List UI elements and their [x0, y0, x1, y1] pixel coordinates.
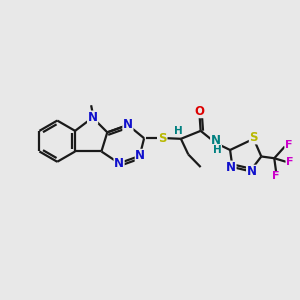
Text: N: N — [211, 134, 221, 147]
Text: N: N — [88, 111, 98, 124]
Text: H: H — [213, 145, 221, 155]
Text: O: O — [194, 105, 205, 118]
Text: F: F — [272, 172, 280, 182]
Text: N: N — [114, 157, 124, 170]
Text: F: F — [285, 140, 292, 150]
Text: S: S — [158, 132, 166, 145]
Text: N: N — [123, 118, 133, 131]
Text: N: N — [226, 161, 236, 174]
Text: F: F — [286, 157, 294, 167]
Text: H: H — [174, 126, 183, 136]
Text: N: N — [135, 149, 145, 162]
Text: S: S — [249, 131, 258, 144]
Text: N: N — [247, 165, 256, 178]
